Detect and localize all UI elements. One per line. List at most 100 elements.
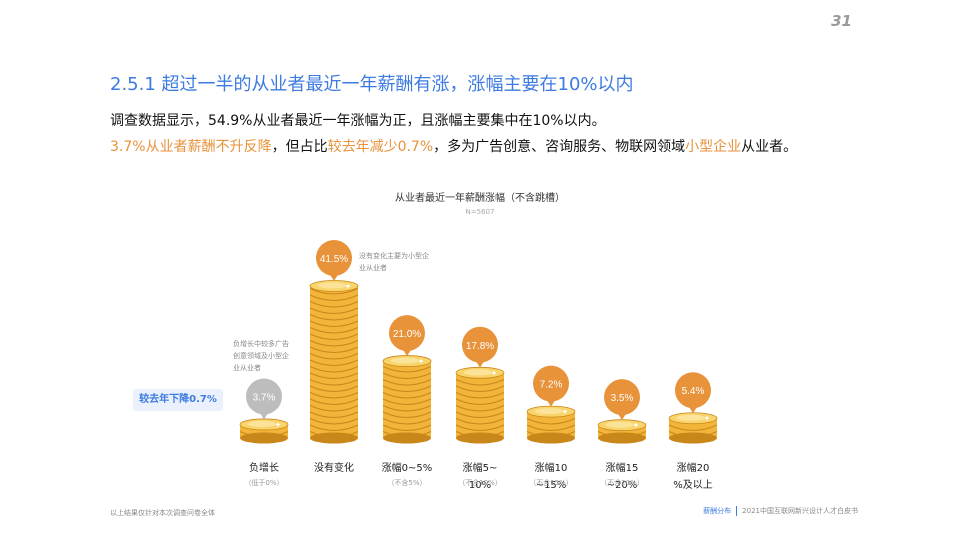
value-label: 21.0% bbox=[393, 329, 421, 340]
category-label: %及以上 bbox=[673, 479, 713, 491]
category-note: （不含20%） bbox=[600, 478, 644, 487]
category-label: 10% bbox=[469, 480, 491, 491]
coin-edge bbox=[382, 431, 432, 438]
category-note: （低于0%） bbox=[244, 478, 283, 487]
sparkle-icon: ✦ bbox=[275, 420, 282, 429]
coin-edge bbox=[382, 366, 432, 373]
category-label: 没有变化 bbox=[314, 461, 354, 474]
coin-edge bbox=[309, 294, 359, 301]
coin-edge bbox=[526, 418, 576, 425]
sparkle-icon: ✦ bbox=[633, 421, 640, 430]
summary-line-2: 3.7%从业者薪酬不升反降，但占比较去年减少0.7%，多为广告创意、咨询服务、物… bbox=[110, 136, 797, 156]
coin-edge bbox=[309, 301, 359, 308]
coin-edge bbox=[526, 424, 576, 431]
value-bubble-pointer bbox=[402, 348, 412, 357]
coin-edge bbox=[382, 372, 432, 379]
value-bubble bbox=[675, 372, 711, 409]
value-bubble-pointer bbox=[475, 359, 485, 368]
coin-stack bbox=[383, 361, 431, 438]
annotation-negative-growth: 负增长中较多广告创意领域及小型企业从业者 bbox=[233, 340, 289, 372]
value-label: 17.8% bbox=[466, 341, 494, 352]
coin-top-shine bbox=[317, 282, 347, 289]
coin-edge bbox=[309, 353, 359, 360]
coin-edge bbox=[309, 333, 359, 340]
value-bubble-pointer bbox=[546, 398, 556, 407]
coin-edge bbox=[382, 405, 432, 412]
category-note: （不含10%） bbox=[458, 478, 502, 487]
coin-edge bbox=[382, 379, 432, 386]
sparkle-icon: ✦ bbox=[345, 282, 352, 291]
value-label: 41.5% bbox=[320, 254, 348, 265]
value-label: 3.7% bbox=[253, 392, 276, 403]
coin-edge bbox=[309, 327, 359, 334]
coin-edge bbox=[526, 431, 576, 438]
summary-text: ，多为广告创意、咨询服务、物联网领域 bbox=[433, 139, 686, 155]
footer-report: 2021中国互联网新兴设计人才白皮书 bbox=[742, 507, 858, 515]
category-label: 涨幅20 bbox=[677, 461, 710, 474]
coin-edge bbox=[455, 411, 505, 418]
coin-edge bbox=[309, 431, 359, 438]
value-bubble-pointer bbox=[259, 411, 269, 420]
value-bubble bbox=[246, 378, 282, 415]
coin-top-shine bbox=[390, 357, 420, 364]
coin-edge bbox=[455, 418, 505, 425]
annotation-no-change: 没有变化主要为小型企业从业者 bbox=[359, 252, 429, 272]
coin-top-shine bbox=[605, 421, 635, 428]
coin-top-shine bbox=[463, 369, 493, 376]
coin-edge bbox=[382, 424, 432, 431]
coin-edge bbox=[455, 385, 505, 392]
page-title: 2.5.1 超过一半的从业者最近一年薪酬有涨，涨幅主要在10%以内 bbox=[110, 74, 634, 95]
coin-edge bbox=[309, 288, 359, 295]
category-label: 涨幅15 bbox=[606, 461, 639, 474]
value-bubble bbox=[462, 326, 498, 363]
coin-stack bbox=[456, 372, 504, 438]
value-label: 7.2% bbox=[540, 380, 563, 391]
coin-edge bbox=[309, 385, 359, 392]
footer-note: 以上结果仅针对本次调查问卷全体 bbox=[110, 509, 215, 517]
coin-edge bbox=[309, 346, 359, 353]
coin-edge bbox=[309, 411, 359, 418]
coin-edge bbox=[309, 424, 359, 431]
footer-source: 薪酬分布 2021中国互联网新兴设计人才白皮书 bbox=[703, 506, 858, 516]
summary-text: ，但占比 bbox=[271, 139, 328, 155]
coin-edge bbox=[309, 392, 359, 399]
category-label: 涨幅10 bbox=[535, 461, 568, 474]
coin-edge bbox=[239, 431, 289, 438]
coin-edge bbox=[455, 398, 505, 405]
coin-top-shine bbox=[534, 408, 564, 415]
chart-subtitle: N=5607 bbox=[465, 208, 495, 216]
highlight-decline: 3.7%从业者薪酬不升反降 bbox=[110, 139, 272, 155]
sparkle-icon: ✦ bbox=[418, 357, 425, 366]
value-bubble-pointer bbox=[617, 412, 627, 421]
footer-section: 薪酬分布 bbox=[703, 507, 732, 515]
summary-line-1: 调查数据显示，54.9%从业者最近一年涨幅为正，且涨幅主要集中在10%以内。 bbox=[110, 113, 606, 129]
footer-divider bbox=[736, 506, 738, 516]
category-label: ~15% bbox=[536, 480, 567, 491]
coin-edge bbox=[382, 411, 432, 418]
sparkle-icon: ✦ bbox=[704, 414, 711, 423]
value-bubble-pointer bbox=[329, 273, 339, 281]
category-label: 负增长 bbox=[249, 461, 279, 474]
sparkle-icon: ✦ bbox=[562, 408, 569, 417]
coin-edge bbox=[455, 431, 505, 438]
coin-top-shine bbox=[247, 420, 277, 427]
page-number: 31 bbox=[831, 12, 852, 30]
coin-edge bbox=[309, 405, 359, 412]
coin-edge bbox=[382, 392, 432, 399]
value-bubble bbox=[389, 315, 425, 352]
coin-edge bbox=[309, 379, 359, 386]
coin-top-shine bbox=[676, 414, 706, 421]
coin-edge bbox=[309, 314, 359, 321]
coin-edge bbox=[309, 320, 359, 327]
summary-text: 从业者。 bbox=[741, 139, 798, 155]
coin-edge bbox=[382, 418, 432, 425]
highlight-small-enterprise: 小型企业 bbox=[685, 139, 742, 155]
coin-edge bbox=[309, 359, 359, 366]
coin-edge bbox=[382, 385, 432, 392]
callout-decrease: 较去年下降0.7% bbox=[133, 389, 223, 411]
coin-edge bbox=[309, 366, 359, 373]
value-label: 5.4% bbox=[682, 386, 705, 397]
category-label: 涨幅0~5% bbox=[382, 461, 433, 474]
value-label: 3.5% bbox=[611, 393, 634, 404]
coin-edge bbox=[455, 424, 505, 431]
